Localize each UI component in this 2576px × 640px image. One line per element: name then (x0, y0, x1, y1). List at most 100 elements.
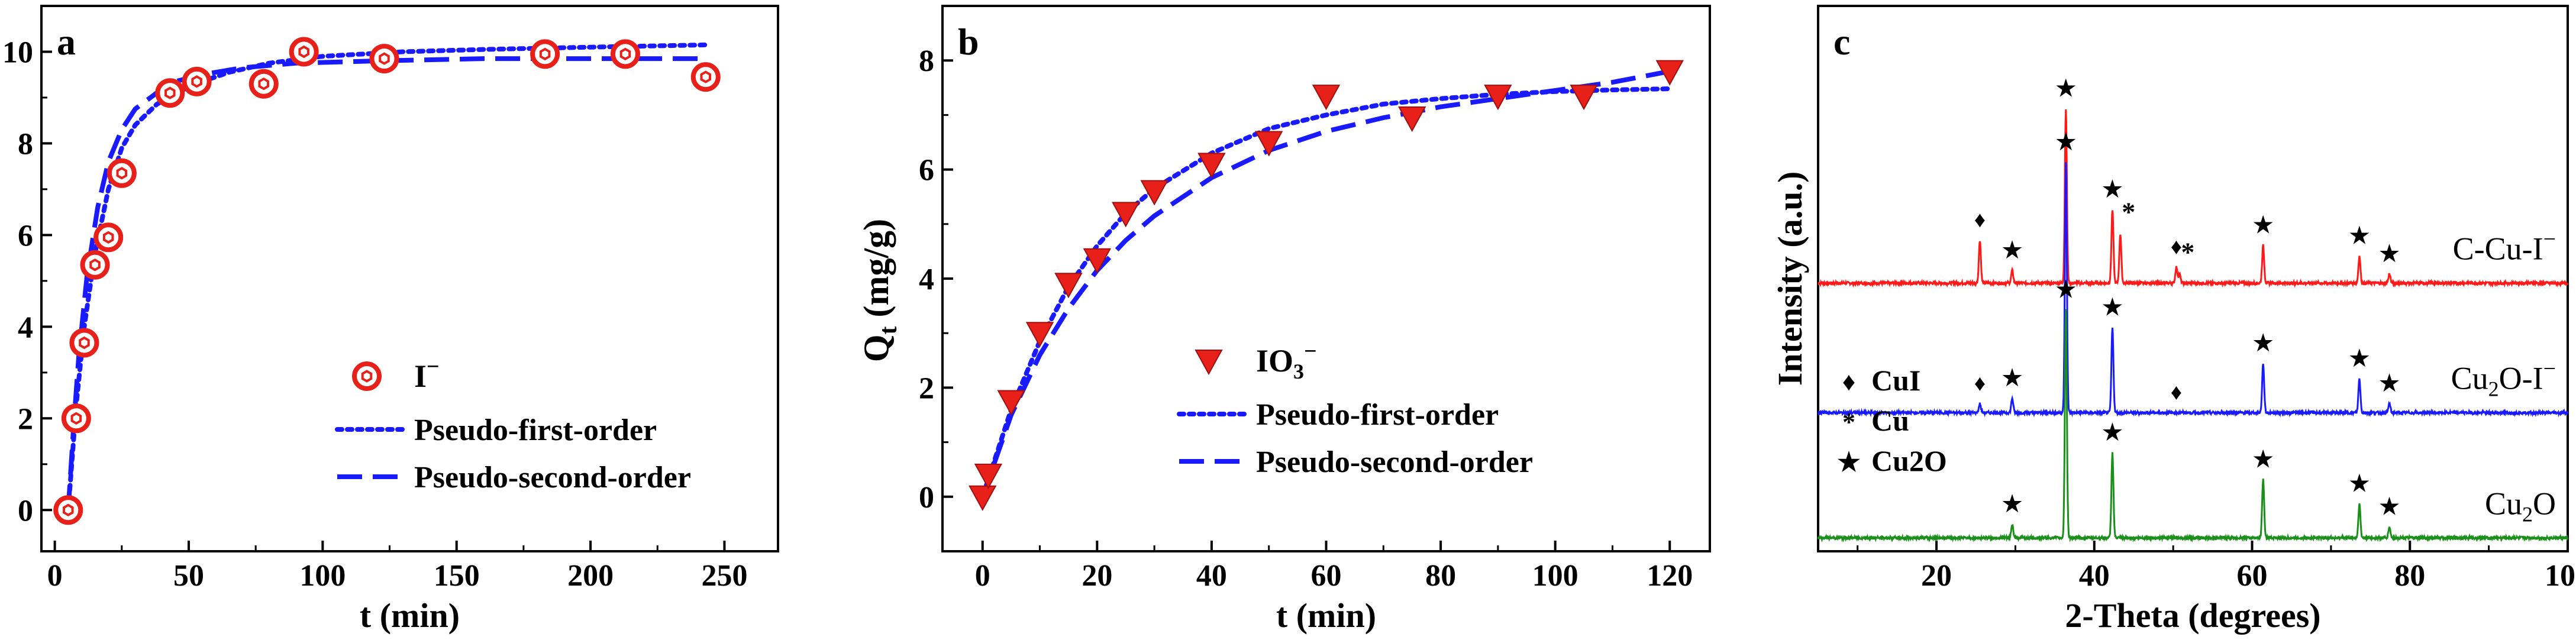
data-point-iodide-inner (191, 75, 202, 88)
x-tick-label: 80 (2394, 559, 2425, 593)
x-tick-label: 40 (2079, 559, 2110, 593)
data-point-iodate (1255, 131, 1283, 157)
peak-marker-cu2o: ★ (2056, 130, 2076, 155)
y-label-main: Q (857, 334, 896, 362)
x-tick-label: 150 (434, 559, 480, 593)
data-point-iodide (182, 66, 212, 96)
data-point-iodate (1195, 350, 1223, 376)
peak-marker-cu2o: ★ (2380, 371, 2400, 396)
data-point-iodide (80, 250, 110, 280)
panel-label: b (958, 21, 979, 63)
peak-marker-cu2o: ★ (2253, 331, 2273, 356)
y-tick-label: 0 (18, 494, 33, 528)
peak-marker-cu2o: ★ (2002, 238, 2022, 263)
series-label-sub: 2 (2522, 502, 2533, 526)
data-point-iodide (248, 69, 279, 99)
data-point-iodate (1140, 180, 1168, 206)
legend-marker-sub: 3 (1293, 360, 1304, 383)
data-point-iodide-inner (361, 370, 373, 383)
panel-a: 0 50 100 150 200 250 0 2 4 6 8 10 t (min) Qt (mg/g) a I… (0, 5, 779, 635)
plot-frame (40, 5, 779, 552)
peak-marker-cu2o: ★ (2002, 366, 2022, 391)
peak-marker-cu2o: ★ (2102, 177, 2122, 202)
x-tick-label: 40 (1196, 559, 1227, 593)
peak-marker-cui: ♦ (1974, 208, 1986, 232)
y-label-sub: t (0, 326, 1, 334)
x-tick-label: 20 (1082, 559, 1112, 593)
x-tick-label: 100 (1532, 559, 1578, 593)
x-tick-label: 120 (1647, 559, 1693, 593)
y-tick-label: 6 (919, 154, 934, 188)
peak-marker-cu2o: ★ (2253, 213, 2273, 238)
data-point-iodide-inner (258, 77, 270, 90)
data-point-iodide (690, 62, 721, 92)
peak-marker-cu2o: ★ (2349, 224, 2370, 248)
x-tick-label: 20 (1921, 559, 1952, 593)
legend-pfo-label: Pseudo-first-order (1256, 398, 1499, 432)
x-tick-label: 100 (2545, 559, 2576, 593)
peak-marker-cu2o: ★ (2102, 421, 2122, 445)
xrd-pattern-line (1818, 109, 2569, 288)
series-label-name: Cu (2451, 361, 2488, 396)
series-label: C-Cu-I− (2453, 227, 2556, 267)
data-point-iodate (1054, 273, 1083, 299)
xrd-pattern-line (1817, 162, 2569, 418)
data-point-iodide-inner (116, 167, 128, 180)
data-point-iodide-inner (89, 258, 101, 271)
x-tick-label: 0 (975, 559, 990, 593)
data-point-iodide (106, 158, 137, 188)
y-tick-label: 8 (18, 127, 33, 161)
data-point-iodide-inner (102, 231, 114, 244)
data-point-iodate (1197, 153, 1226, 179)
peak-marker-cu2o: ★ (2102, 295, 2122, 320)
data-point-iodide-inner (379, 52, 390, 65)
data-point-iodate (969, 485, 997, 511)
legend-pso-label: Pseudo-second-order (414, 461, 691, 494)
peak-marker-cui: ♦ (1974, 371, 1986, 396)
panel-c: 20 40 60 80 100 2-Theta (degrees) Intensity (a… (1771, 5, 2576, 635)
x-tick-label: 80 (1425, 559, 1456, 593)
peak-marker-cu: * (2122, 196, 2135, 227)
data-point-iodate (1312, 85, 1341, 111)
data-point-iodide-inner (79, 336, 90, 350)
peak-marker-cu2o: ★ (2056, 76, 2076, 101)
y-axis-label: Qt (mg/g) (857, 219, 902, 362)
data-point-iodide (610, 39, 640, 69)
y-axis-label: Intensity (a.u.) (1771, 172, 1809, 386)
peak-marker-cu2o: ★ (2349, 346, 2370, 371)
x-tick-label: 60 (2237, 559, 2268, 593)
panel-label: a (57, 21, 76, 63)
data-point-iodate (997, 390, 1025, 416)
series-label-sup: − (2543, 357, 2556, 382)
peak-marker-cu2o: ★ (2253, 447, 2273, 472)
data-point-iodide (61, 403, 91, 434)
y-tick-label: 0 (919, 481, 934, 515)
data-point-iodate (1655, 60, 1684, 86)
legend-label: CuI (1871, 364, 1920, 397)
plot-frame (1817, 5, 2569, 552)
data-point-iodate (1112, 202, 1140, 228)
x-tick-label: 200 (567, 559, 614, 593)
data-point-iodide-inner (700, 70, 712, 83)
x-axis-label: t (min) (1276, 596, 1376, 635)
y-tick-label: 2 (919, 371, 934, 405)
series-label-rest: O (2533, 486, 2556, 521)
data-point-iodide (53, 495, 83, 525)
data-point-iodide (352, 361, 382, 391)
legend-symbol: ★ (1837, 448, 1860, 477)
data-point-iodide-inner (619, 47, 631, 61)
legend-label: Cu (1871, 404, 1909, 437)
legend-marker-label: I− (414, 354, 440, 394)
y-tick-label: 2 (18, 402, 33, 436)
data-point-iodide-inner (164, 86, 176, 99)
series-label-name: Cu (2485, 486, 2522, 521)
legend-marker-label: IO3− (1256, 339, 1317, 383)
panel-b: 0 20 40 60 80 100 120 0 2 4 6 8 t (min) Qt (mg/g) b IO3… (857, 5, 1711, 635)
legend-pfo-label: Pseudo-first-order (414, 413, 657, 447)
x-axis-label: t (min) (360, 596, 460, 635)
series-label: Cu2O (2485, 486, 2556, 526)
data-point-iodate (1484, 85, 1512, 111)
legend-marker-text: IO (1256, 343, 1293, 379)
panel-label: c (1833, 21, 1850, 63)
